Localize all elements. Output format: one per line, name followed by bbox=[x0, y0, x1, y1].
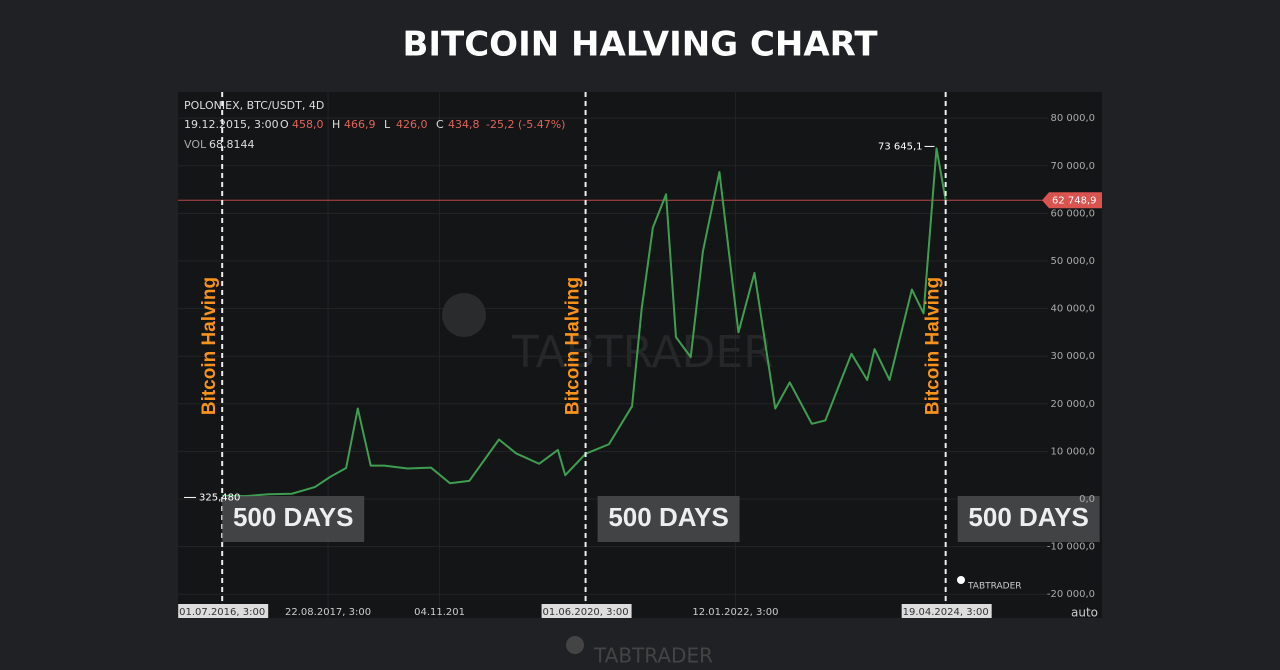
y-tick-label: 30 000,0 bbox=[1050, 351, 1095, 362]
y-tick-label: 80 000,0 bbox=[1050, 113, 1095, 124]
current-price-tag bbox=[1042, 192, 1102, 209]
watermark-logo bbox=[442, 293, 486, 337]
watermark: TABTRADER bbox=[511, 327, 774, 378]
x-tick-label: 01.06.2020, 3:00 bbox=[543, 607, 629, 618]
x-tick-highlight bbox=[901, 604, 992, 618]
volume: 68.8144 bbox=[209, 138, 255, 151]
ohlc-value: 458,0 bbox=[292, 118, 324, 131]
bar-date: 19.12.2015, 3:00 bbox=[184, 118, 279, 131]
x-tick-label: 22.08.2017, 3:00 bbox=[285, 607, 371, 618]
y-tick-label: 70 000,0 bbox=[1050, 161, 1095, 172]
ohlc-value: 466,9 bbox=[344, 118, 376, 131]
ohlc-value: 426,0 bbox=[396, 118, 428, 131]
high-label: 73 645,1 bbox=[878, 141, 923, 152]
y-tick-label: 10 000,0 bbox=[1050, 446, 1095, 457]
x-tick-label: 12.01.2022, 3:00 bbox=[692, 607, 778, 618]
days-box bbox=[597, 496, 740, 542]
y-tick-label: 60 000,0 bbox=[1050, 208, 1095, 219]
y-tick-label: -20 000,0 bbox=[1047, 589, 1095, 600]
days-box bbox=[957, 496, 1100, 542]
halving-label: Bitcoin Halving bbox=[923, 277, 944, 415]
x-tick-highlight bbox=[178, 604, 269, 618]
plot: TABTRADER 500 DAYS 500 DAYS 500 DAYS bbox=[178, 92, 1100, 618]
volume-key: VOL bbox=[184, 138, 207, 151]
x-tick-highlight bbox=[541, 604, 632, 618]
halving-label: Bitcoin Halving bbox=[199, 277, 220, 415]
days-label: 500 DAYS bbox=[233, 502, 353, 532]
days-label: 500 DAYS bbox=[968, 502, 1088, 532]
ohlc-key: C bbox=[436, 118, 444, 131]
header: POLONIEX, BTC/USDT, 4D 19.12.2015, 3:00 … bbox=[184, 99, 565, 151]
ohlc-key: O bbox=[280, 118, 289, 131]
logo-text: TABTRADER bbox=[967, 582, 1022, 592]
logo-mark bbox=[957, 576, 965, 584]
symbol: POLONIEX, BTC/USDT, 4D bbox=[184, 99, 324, 112]
x-tick-label: 19.04.2024, 3:00 bbox=[903, 607, 989, 618]
x-tick-label: 01.07.2016, 3:00 bbox=[179, 607, 265, 618]
halving-label: Bitcoin Halving bbox=[563, 277, 584, 415]
scale-mode: auto bbox=[1071, 606, 1098, 620]
ohlc-key: L bbox=[384, 118, 391, 131]
y-tick-label: 50 000,0 bbox=[1050, 256, 1095, 267]
y-tick-label: -10 000,0 bbox=[1047, 542, 1095, 553]
change: -25,2 (-5.47%) bbox=[486, 118, 565, 131]
x-tick-label: 04.11.201 bbox=[414, 607, 465, 618]
ohlc-value: 434,8 bbox=[448, 118, 480, 131]
low-label: 325,480 bbox=[199, 492, 240, 503]
y-tick-label: 20 000,0 bbox=[1050, 399, 1095, 410]
footer-watermark: TABTRADER bbox=[593, 644, 713, 667]
chart-title: BITCOIN HALVING CHART bbox=[402, 25, 878, 65]
price-line bbox=[222, 147, 947, 498]
y-tick-label: 40 000,0 bbox=[1050, 304, 1095, 315]
y-tick-label: 0,0 bbox=[1079, 494, 1095, 505]
ohlc-key: H bbox=[332, 118, 340, 131]
days-box bbox=[222, 496, 365, 542]
footer-logo bbox=[566, 636, 584, 654]
days-label: 500 DAYS bbox=[608, 502, 728, 532]
current-price-label: 62 748,9 bbox=[1052, 195, 1097, 206]
